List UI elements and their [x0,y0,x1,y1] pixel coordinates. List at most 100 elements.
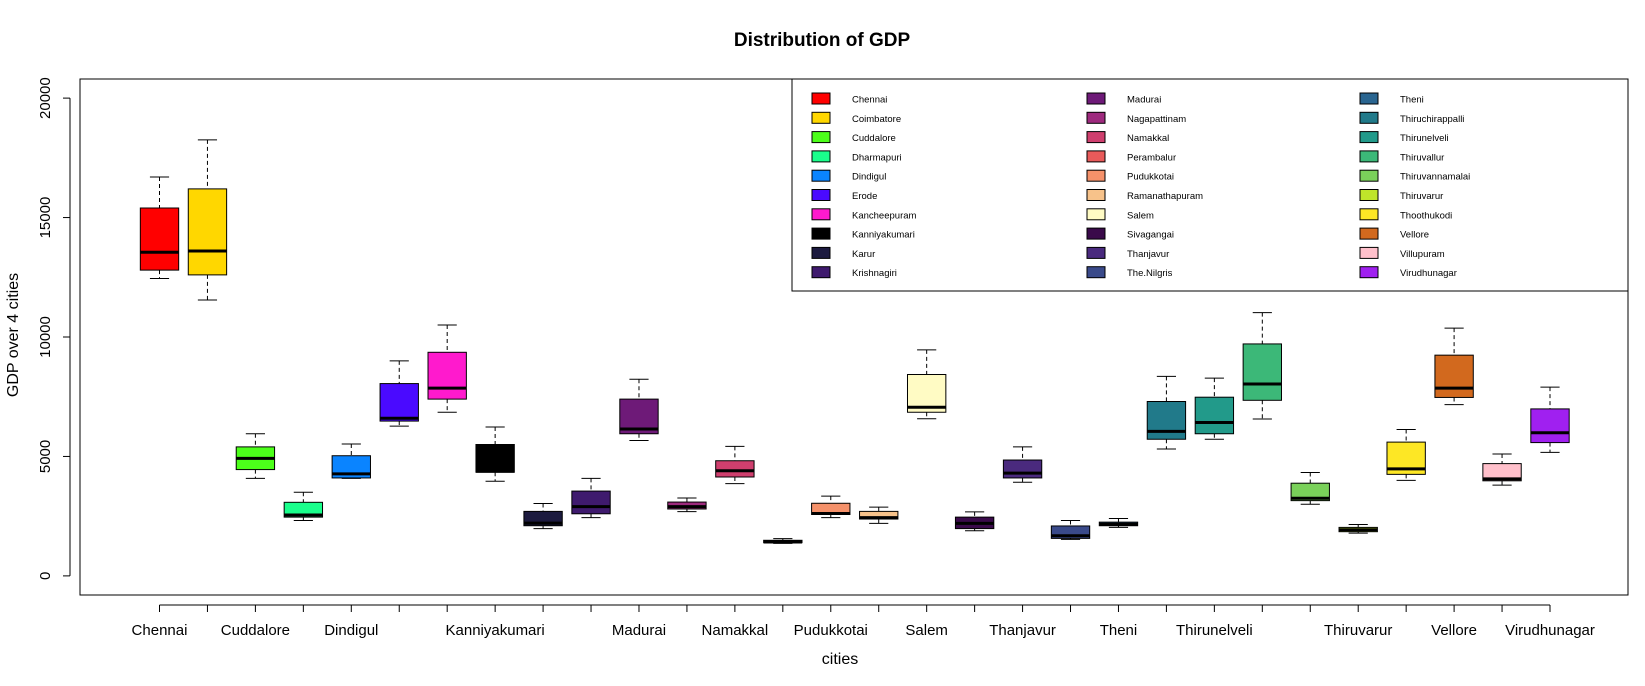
y-tick-label: 15000 [37,197,54,239]
x-axis-label: cities [822,651,858,668]
legend-label: Erode [852,191,877,202]
y-axis: 0 5000 10000 15000 20000 [37,77,71,580]
x-tick-label: Pudukkotai [794,622,868,639]
legend-swatch [1359,111,1379,124]
legend-swatch [1086,150,1106,163]
box-coimbatore [187,139,228,301]
legend-swatch [1086,92,1106,105]
legend-swatch [1359,131,1379,144]
iqr-box [1146,401,1187,440]
box-pudukkotai [811,495,851,519]
legend-label: Salem [1127,210,1154,221]
x-tick-label: Thirunelveli [1176,622,1253,639]
box-namakkal [715,445,755,485]
chart-title: Distribution of GDP [734,30,911,51]
legend-swatch [811,92,831,105]
box-krishnagiri [571,477,611,519]
legend-swatch [1359,150,1379,163]
legend-label: Thiruvannamalai [1400,172,1470,183]
legend-label: Theni [1400,95,1424,106]
iqr-box [139,207,180,271]
box-erode [379,360,419,427]
y-tick-label: 10000 [37,316,54,358]
legend-label: Karur [852,249,875,260]
x-tick-label: Kanniyakumari [446,622,545,639]
box-theni [1098,518,1139,528]
legend-label: Namakkal [1127,133,1169,144]
legend-label: Krishnagiri [852,268,897,279]
x-tick-label: Namakkal [702,622,769,639]
legend-entry: Dharmapuri [811,150,902,163]
legend-swatch [811,266,831,279]
legend-label: Dharmapuri [852,152,902,163]
box-dindigul [331,443,371,479]
legend-entry: Perambalur [1086,150,1176,163]
box-madurai [619,378,659,441]
legend-label: Perambalur [1127,152,1176,163]
legend-label: Thiruchirappalli [1400,114,1464,125]
legend-entry: Coimbatore [811,111,901,125]
legend-entry: Thoothukodi [1359,208,1452,221]
legend-swatch [1359,169,1379,182]
y-tick-label: 20000 [37,77,54,119]
legend-entry: Chennai [811,92,887,106]
legend-swatch [1359,92,1379,105]
y-axis-label: GDP over 4 cities [5,273,22,397]
box-chennai [139,176,180,279]
legend-entry: Thiruchirappalli [1359,111,1464,125]
legend-entry: Villupuram [1359,246,1445,260]
legend-label: Nagapattinam [1127,114,1186,125]
legend-swatch [1086,266,1106,279]
box-virudhunagar [1530,386,1570,453]
legend-label: Dindigul [852,172,886,183]
box-sivagangai [954,511,995,532]
legend-entry: Ramanathapuram [1086,189,1203,202]
iqr-box [571,490,611,515]
iqr-box [1242,343,1282,401]
iqr-box [715,460,755,478]
box-villupuram [1482,453,1522,486]
y-tick-label: 0 [37,572,54,580]
legend-entry: Erode [811,189,877,202]
legend-label: Thoothukodi [1400,210,1452,221]
box-the-nilgris [1050,519,1091,540]
box-thirunelveli [1194,377,1235,440]
x-tick-label: Thanjavur [989,622,1056,639]
legend-swatch [1359,208,1379,221]
iqr-box [475,444,515,473]
x-tick-label: Salem [905,622,948,639]
box-nagapattinam [667,497,707,513]
legend-label: Thiruvarur [1400,191,1443,202]
legend-swatch [1086,246,1106,259]
legend-entry: Salem [1086,208,1154,221]
legend-entry: Krishnagiri [811,266,897,279]
iqr-box [1290,482,1330,502]
box-vellore [1434,327,1474,406]
legend-entry: Thiruvallur [1359,150,1444,163]
box-perambalur [763,538,803,544]
legend-swatch [811,111,831,124]
legend-swatch [1359,227,1379,240]
box-cuddalore [235,433,276,479]
x-tick-label: Theni [1100,622,1138,639]
iqr-box [427,351,467,400]
plot-area [79,78,1629,596]
legend-entry: Sivagangai [1086,227,1174,241]
legend-entry: Virudhunagar [1359,266,1457,279]
iqr-box [1002,459,1043,479]
x-tick-label: Madurai [612,622,666,639]
x-tick-label: Thiruvarur [1324,622,1392,639]
legend-swatch [811,227,831,240]
legend-swatch [811,150,831,163]
iqr-box [1530,408,1570,444]
legend-entry: Cuddalore [811,131,896,144]
box-karur [523,503,563,530]
legend-swatch [811,246,831,259]
legend-entry: Theni [1359,92,1424,106]
x-tick-label: Chennai [132,622,188,639]
legend-entry: Thanjavur [1086,246,1169,260]
legend-entry: Karur [811,246,875,260]
legend-entry: Thirunelveli [1359,131,1449,144]
iqr-box [1194,396,1235,435]
